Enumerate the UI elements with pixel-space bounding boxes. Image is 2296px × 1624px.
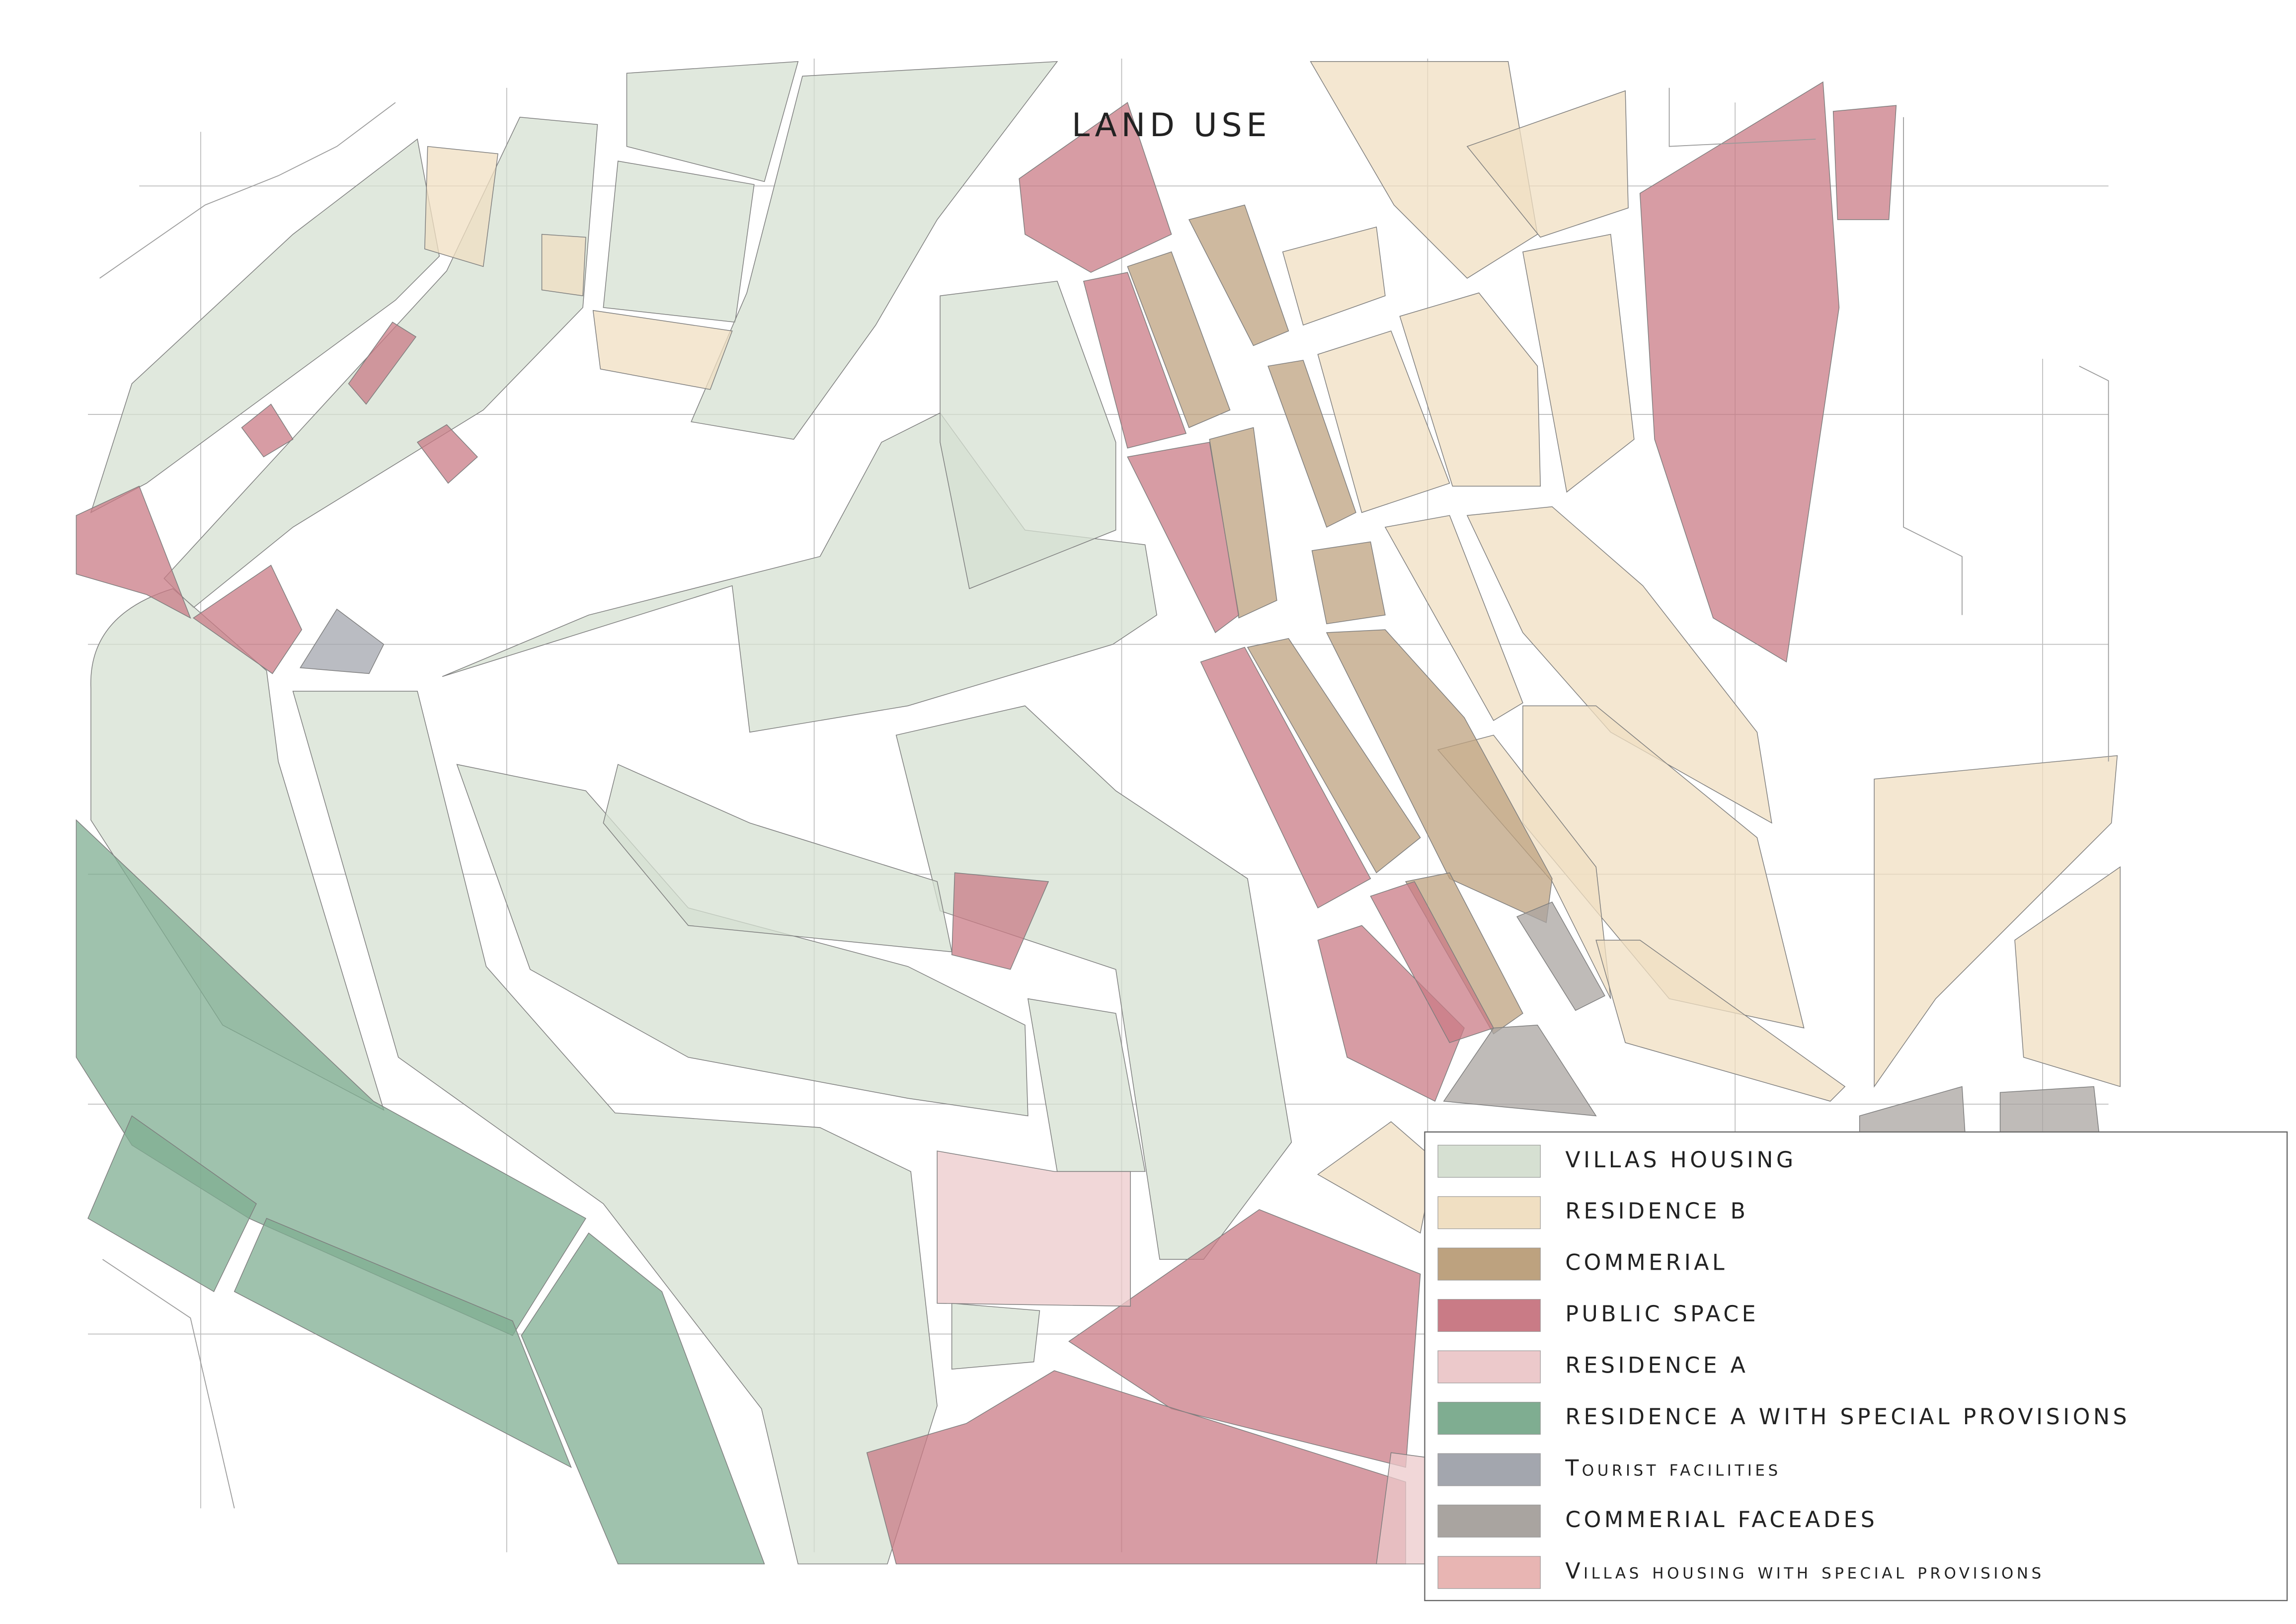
parcel xyxy=(1027,998,1146,1172)
parcel xyxy=(1200,647,1371,909)
legend: VILLAS HOUSING RESIDENCE B COMMERIAL PUBLIC… xyxy=(1424,1131,2288,1602)
parcel xyxy=(292,691,938,1564)
legend-label: VILLAS HOUSING xyxy=(1565,1147,1796,1173)
parcel xyxy=(1384,515,1523,721)
legend-swatch xyxy=(1437,1196,1541,1229)
parcel xyxy=(1522,234,1635,493)
parcel xyxy=(951,872,1049,970)
road-edge xyxy=(99,102,396,279)
legend-label: Tourist facilities xyxy=(1565,1456,1781,1481)
parcel xyxy=(192,565,303,674)
parcel xyxy=(1310,61,1538,279)
parcel xyxy=(1466,90,1629,238)
parcel xyxy=(241,404,294,458)
legend-swatch xyxy=(1437,1350,1541,1383)
legend-swatch xyxy=(1437,1401,1541,1435)
parcel xyxy=(1443,1024,1597,1117)
parcel xyxy=(1267,360,1356,528)
legend-label: COMMERIAL xyxy=(1565,1250,1728,1276)
parcel xyxy=(1399,292,1541,487)
road-edge xyxy=(102,1259,235,1509)
parcel xyxy=(1019,102,1172,273)
parcel xyxy=(1247,638,1421,874)
legend-swatch xyxy=(1437,1144,1541,1178)
parcel xyxy=(1317,925,1465,1102)
parcel xyxy=(691,61,1058,440)
parcel xyxy=(1874,755,2118,1088)
parcel xyxy=(951,1302,1040,1370)
parcel xyxy=(940,280,1116,589)
parcel xyxy=(87,1115,257,1293)
parcel xyxy=(1127,442,1240,634)
parcel xyxy=(603,764,952,953)
legend-label: RESIDENCE A xyxy=(1565,1353,1748,1379)
parcel xyxy=(348,322,417,405)
parcel xyxy=(541,234,586,297)
map-title: LAND USE xyxy=(1072,107,1271,144)
parcel xyxy=(1466,506,1772,824)
road-edge xyxy=(2079,365,2109,762)
parcel xyxy=(1282,226,1386,326)
parcel xyxy=(895,705,1292,1260)
legend-swatch xyxy=(1437,1504,1541,1538)
legend-swatch xyxy=(1437,1453,1541,1486)
legend-box xyxy=(1424,1131,2288,1602)
road-edge xyxy=(1668,87,1816,147)
road-edge xyxy=(1903,117,1963,615)
parcel xyxy=(2014,866,2121,1087)
parcel xyxy=(90,138,440,513)
parcel xyxy=(1516,901,1605,1011)
legend-label: RESIDENCE A WITH SPECIAL PROVISIONS xyxy=(1565,1404,2130,1430)
parcel xyxy=(1317,330,1450,513)
parcel xyxy=(234,1218,572,1468)
parcel xyxy=(424,146,498,267)
parcel xyxy=(592,310,733,390)
parcel xyxy=(1188,204,1289,346)
parcel xyxy=(300,608,385,674)
parcel xyxy=(1068,1209,1421,1468)
legend-label: RESIDENCE B xyxy=(1565,1199,1748,1224)
parcel xyxy=(1127,251,1231,428)
parcel xyxy=(626,61,799,182)
parcel xyxy=(937,1150,1131,1307)
parcel xyxy=(1317,1121,1435,1234)
parcel xyxy=(521,1232,765,1564)
parcels xyxy=(76,61,2121,1564)
legend-swatch xyxy=(1437,1556,1541,1589)
legend-label: PUBLIC SPACE xyxy=(1565,1301,1759,1327)
parcel xyxy=(1595,940,1846,1102)
parcel xyxy=(1311,541,1386,625)
legend-swatch xyxy=(1437,1247,1541,1281)
parcel xyxy=(90,588,385,1111)
parcel xyxy=(603,161,755,323)
parcel xyxy=(76,486,191,619)
parcel xyxy=(1639,81,1840,663)
parcel xyxy=(416,424,478,484)
legend-label: Villas housing with special provisions xyxy=(1565,1558,2044,1584)
parcel xyxy=(1083,272,1187,449)
legend-label: COMMERIAL FACEADES xyxy=(1565,1507,1878,1533)
parcel xyxy=(1832,105,1897,220)
legend-swatch xyxy=(1437,1299,1541,1332)
